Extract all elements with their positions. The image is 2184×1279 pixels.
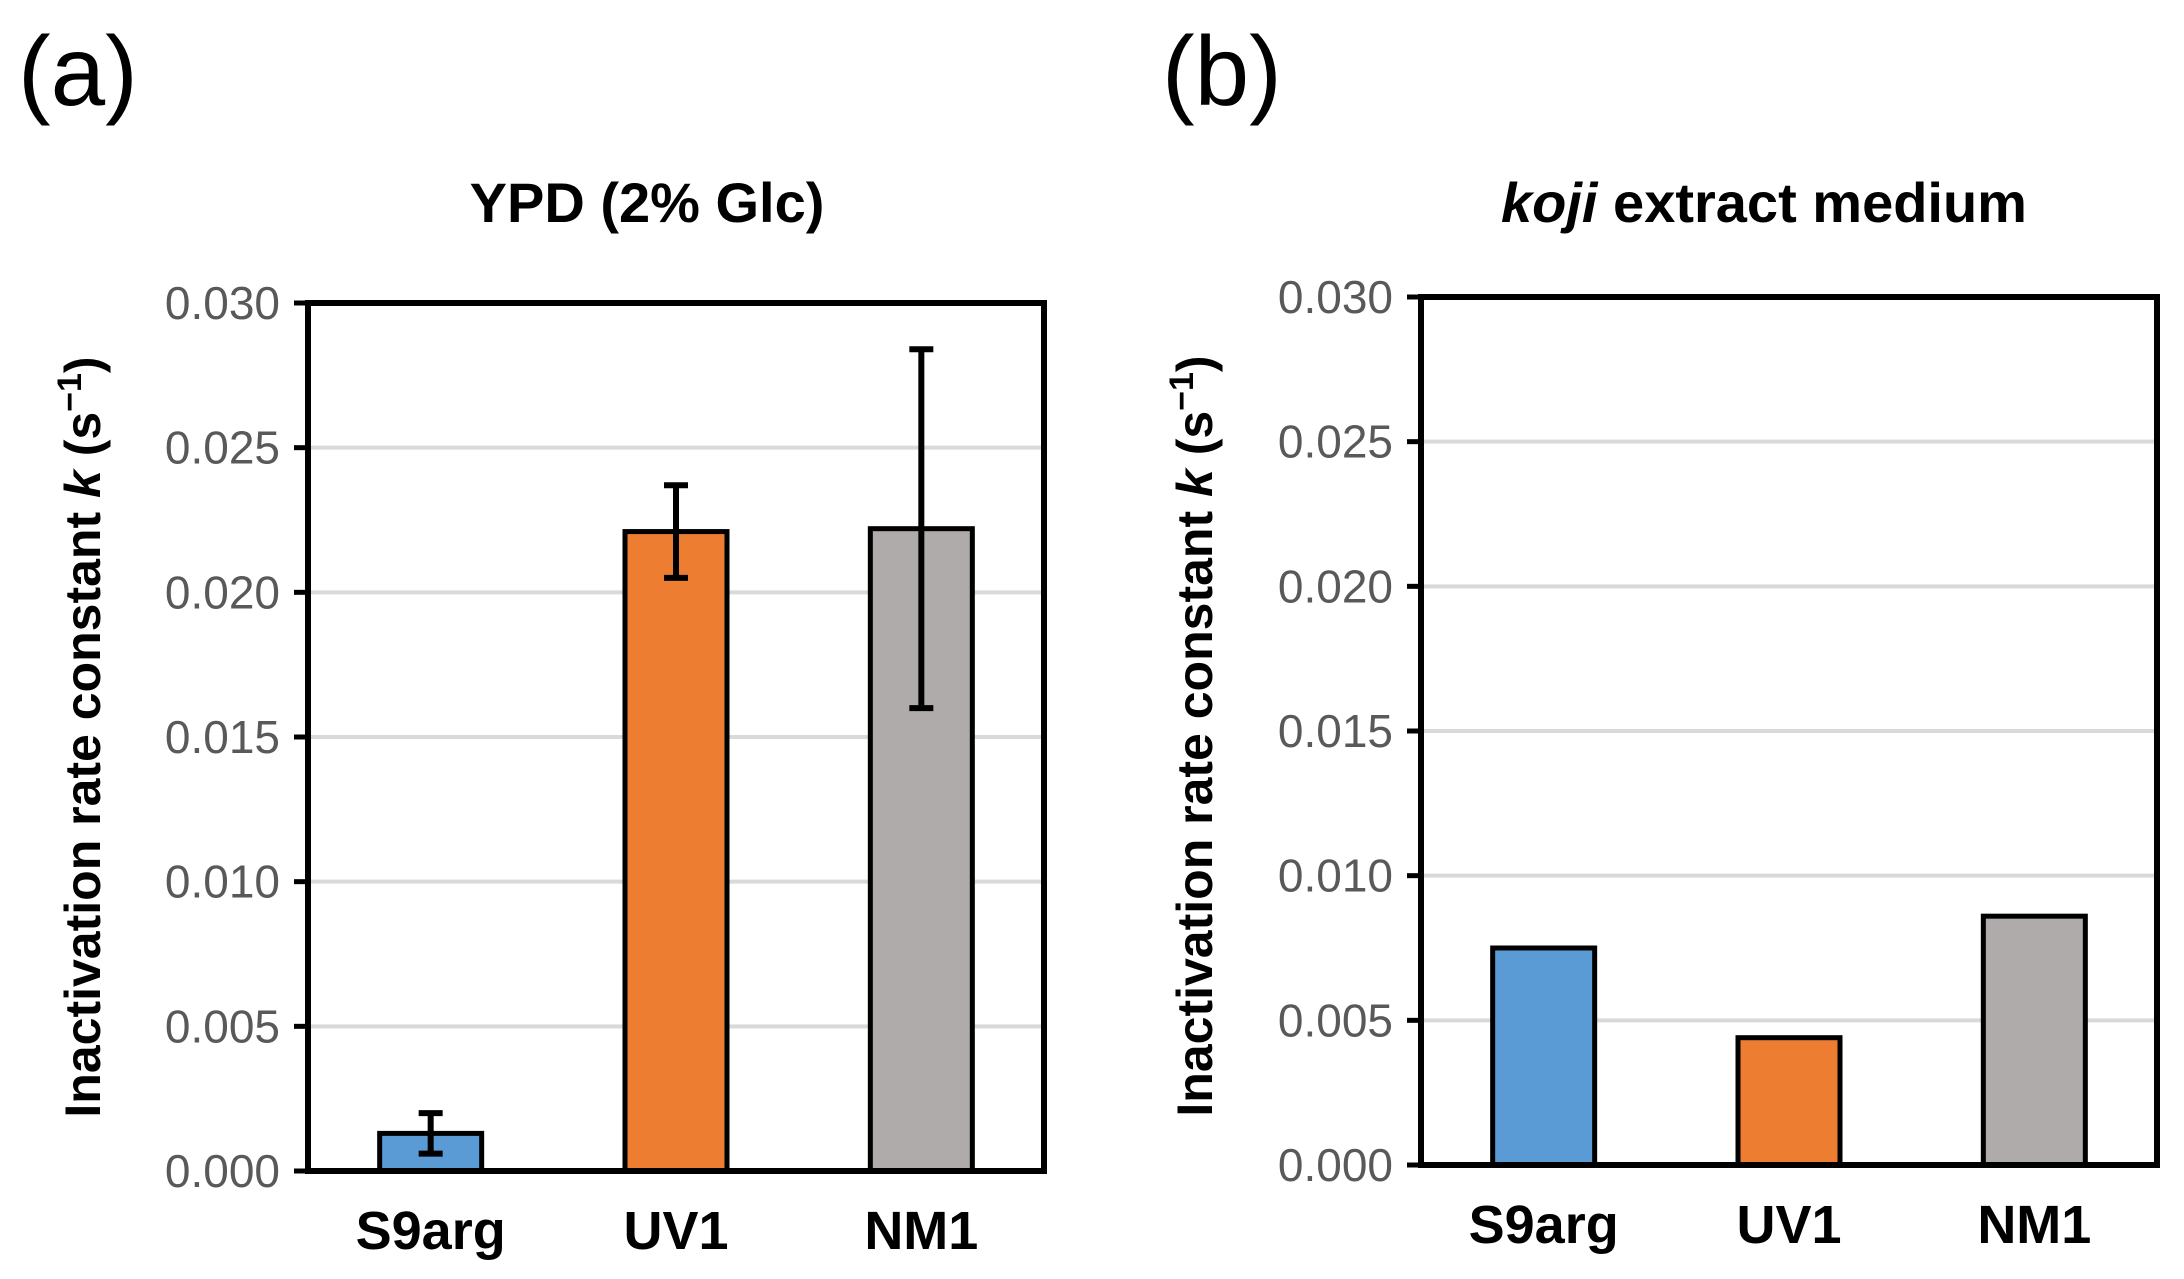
bars-b [1490, 913, 2088, 1168]
y-tick-label-b-1: 0.005 [1278, 994, 1393, 1046]
y-tick-label-b-4: 0.020 [1278, 560, 1393, 612]
bars-a [377, 526, 975, 1174]
y-axis-title-b-part-2: (s [1167, 411, 1223, 469]
y-tick-label-b-0: 0.000 [1278, 1139, 1393, 1191]
y-tick-label-a-3: 0.015 [165, 711, 280, 763]
y-axis-title-b-part-4: ) [1167, 355, 1223, 372]
y-axis-title-a-part-3: −1 [51, 373, 89, 412]
error-bars-a [418, 346, 934, 1157]
y-axis-title-b-part-3: −1 [1163, 372, 1201, 411]
bar-b-s9arg [1490, 945, 1598, 1168]
x-tick-label-b-uv1: UV1 [1736, 1195, 1841, 1255]
y-tick-label-a-1: 0.005 [165, 1000, 280, 1052]
chart-koji: koji extract medium 0.000 0.005 0.010 0.015… [1163, 171, 2160, 1255]
chart-title-a-part-0: YPD (2% Glc) [470, 171, 825, 234]
y-tick-label-a-6: 0.030 [165, 277, 280, 329]
y-ticks-b: 0.000 0.005 0.010 0.015 0.020 0.025 0.030 [1278, 271, 1421, 1191]
chart-title-b: koji extract medium [1501, 171, 2027, 234]
y-tick-label-a-4: 0.020 [165, 566, 280, 618]
y-tick-label-a-0: 0.000 [165, 1145, 280, 1197]
chart-ypd: YPD (2% Glc) 0.0000.0050.0100.0150.0200.… [51, 171, 1047, 1261]
y-axis-title-a-part-0: Inactivation rate constant [55, 498, 111, 1118]
y-tick-label-b-6: 0.030 [1278, 271, 1393, 323]
y-axis-title-a-part-2: (s [55, 412, 111, 470]
y-tick-label-b-3: 0.015 [1278, 705, 1393, 757]
x-ticks-a: S9arg UV1 NM1 [356, 1201, 979, 1261]
y-tick-label-b-5: 0.025 [1278, 416, 1393, 468]
panel-label-a: (a) [18, 16, 138, 126]
y-axis-title-b-part-0: Inactivation rate constant [1167, 497, 1223, 1117]
y-tick-label-a-5: 0.025 [165, 422, 280, 474]
y-axis-title-a-part-4: ) [55, 356, 111, 373]
x-tick-label-b-nm1: NM1 [1977, 1195, 2091, 1255]
y-axis-title-b-part-1: k [1167, 467, 1223, 497]
y-tick-label-b-2: 0.010 [1278, 850, 1393, 902]
panel-b: (b) koji extract medium 0.0000.0050.0100… [1162, 16, 2160, 1255]
error-bar-a-uv1 [664, 482, 688, 581]
x-tick-label-a-nm1: NM1 [864, 1201, 978, 1261]
x-ticks-b: S9arg UV1 NM1 [1469, 1195, 2092, 1255]
chart-title-b-part-0: koji [1501, 171, 1599, 234]
y-axis-title-a-part-1: k [55, 468, 111, 498]
panel-a: (a) YPD (2% Glc) 0.0000.0050.0100.0150.0… [18, 16, 1047, 1261]
chart-title-b-part-1: extract medium [1597, 171, 2027, 234]
panel-label-b: (b) [1162, 16, 1282, 126]
x-tick-label-a-uv1: UV1 [623, 1201, 728, 1261]
y-ticks-a: 0.000 0.005 0.010 0.015 0.020 0.025 0.030 [165, 277, 308, 1197]
y-tick-label-a-2: 0.010 [165, 856, 280, 908]
y-axis-title-a: Inactivation rate constant k (s−1) [51, 356, 111, 1117]
error-bar-a-s9arg [418, 1110, 443, 1157]
x-tick-label-b-s9arg: S9arg [1469, 1195, 1619, 1255]
y-axis-title-b: Inactivation rate constant k (s−1) [1163, 355, 1223, 1116]
bar-a-uv1 [622, 529, 730, 1174]
bar-b-uv1 [1735, 1035, 1843, 1168]
bar-b-nm1 [1980, 913, 2088, 1168]
chart-title-a: YPD (2% Glc) [470, 171, 825, 234]
x-tick-label-a-s9arg: S9arg [356, 1201, 506, 1261]
error-bar-a-nm1 [909, 346, 934, 712]
